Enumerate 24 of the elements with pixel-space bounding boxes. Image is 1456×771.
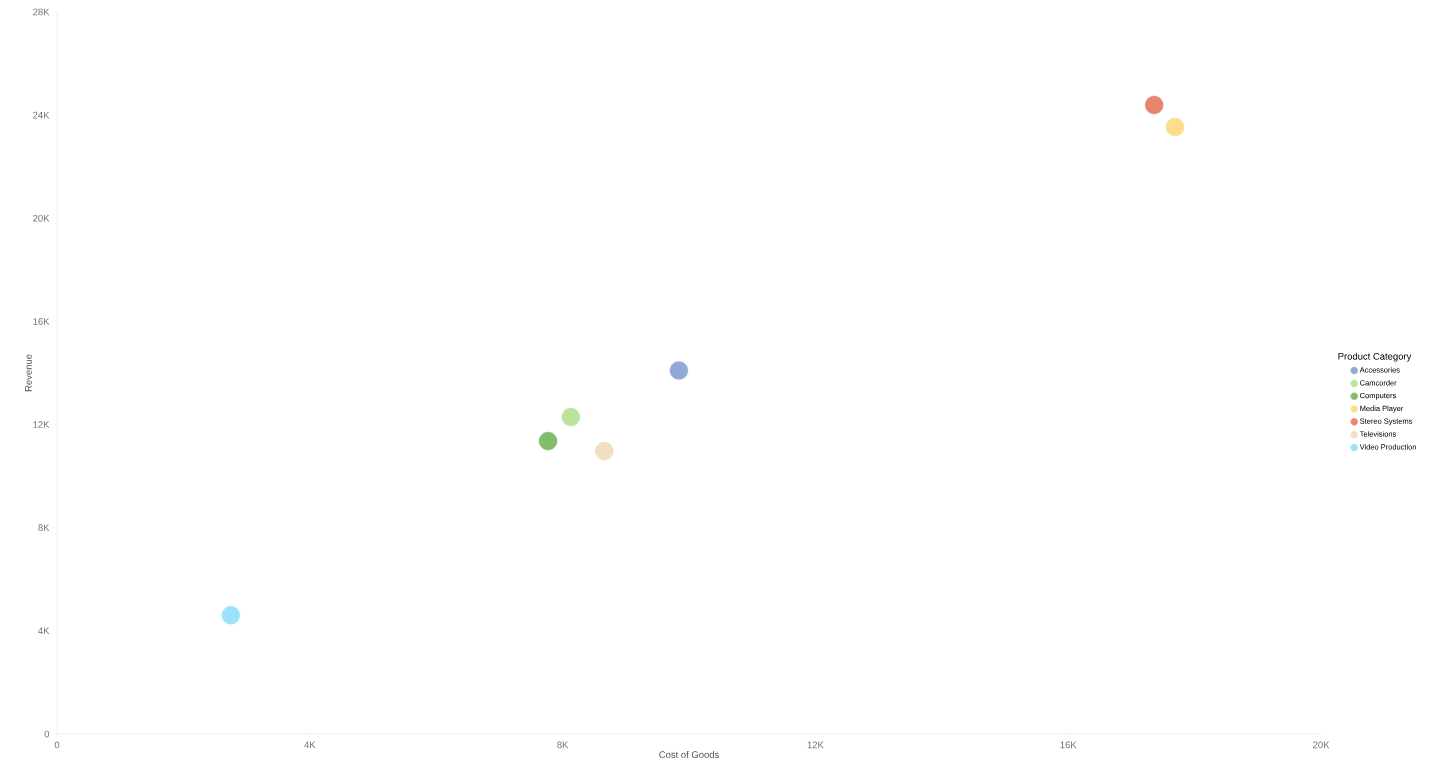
- y-axis-title: Revenue: [25, 354, 32, 392]
- point: [221, 605, 241, 625]
- x-tick-label: 4K: [304, 741, 316, 749]
- y-tick-label: 4K: [38, 627, 50, 635]
- point: [595, 441, 614, 461]
- point: [1165, 117, 1185, 137]
- y-tick-label: 16K: [33, 318, 50, 325]
- x-tick-label: 12K: [807, 741, 824, 749]
- x-tick-label: 8K: [557, 741, 569, 749]
- point: [669, 361, 689, 380]
- x-tick-label: 16K: [1060, 741, 1077, 749]
- x-axis-title: Cost of Goods: [659, 751, 719, 759]
- x-tick-label: 0: [54, 741, 60, 749]
- x-tick-label: 20K: [1313, 741, 1330, 749]
- y-tick-label: 12K: [33, 421, 50, 428]
- point: [1144, 95, 1164, 115]
- y-tick-label: 0: [44, 730, 50, 738]
- legend-title: Product Category: [1338, 352, 1412, 362]
- point: [538, 431, 558, 451]
- y-tick-label: 24K: [33, 111, 50, 119]
- y-tick-label: 8K: [38, 524, 50, 532]
- point: [561, 407, 581, 427]
- y-tick-label: 28K: [33, 8, 50, 16]
- y-tick-label: 20K: [33, 214, 50, 222]
